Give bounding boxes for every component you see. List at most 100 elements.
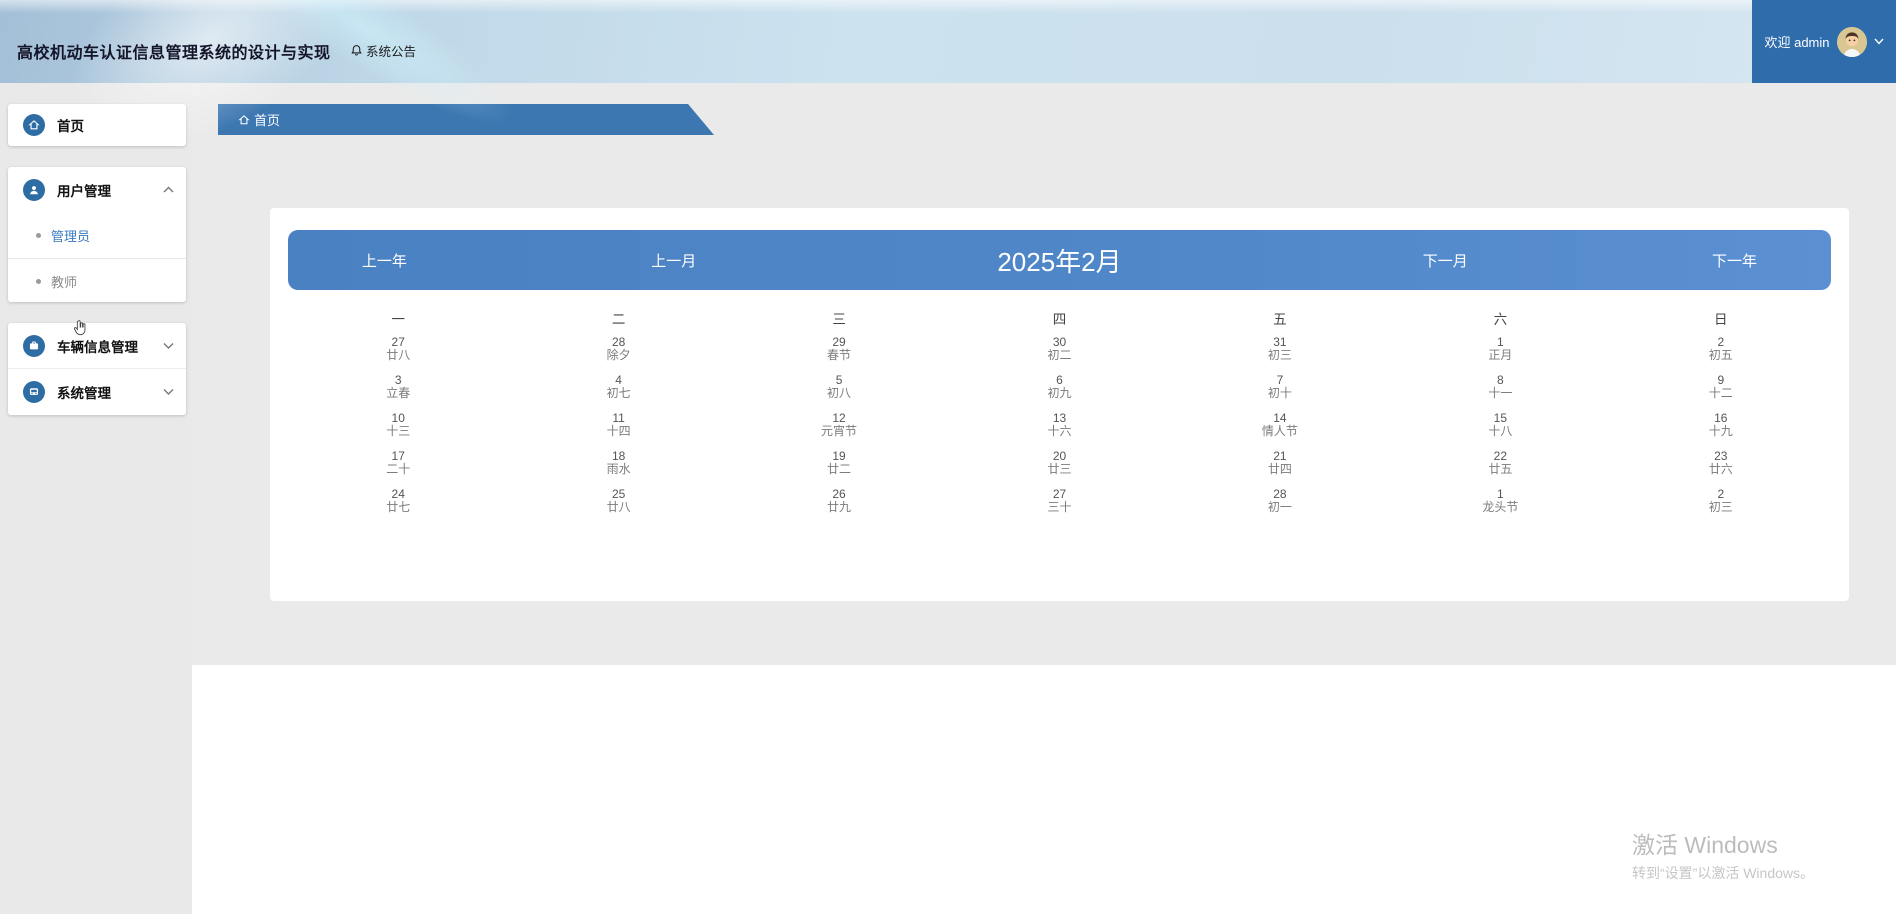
prev-year-button[interactable]: 上一年 [361, 252, 407, 270]
calendar-day-cell[interactable]: 12 元宵节 [729, 412, 949, 438]
lunar-label: 初九 [1047, 386, 1072, 400]
bullet-icon [36, 233, 41, 238]
calendar-day-cell[interactable]: 10 十三 [288, 412, 508, 438]
lunar-label: 廿七 [386, 500, 411, 514]
day-number: 2 [1717, 335, 1725, 349]
calendar-day-cell[interactable]: 14 情人节 [1170, 412, 1390, 438]
divider [8, 258, 186, 259]
calendar-week-row: 17 二十 18 雨水 19 廿二 20 廿三 21 廿四 22 廿五 23 廿六 [288, 450, 1831, 476]
system-icon [23, 381, 45, 403]
calendar-day-cell[interactable]: 5 初八 [729, 374, 949, 400]
prev-month-button[interactable]: 上一月 [651, 252, 697, 270]
day-number: 4 [615, 373, 622, 387]
sidebar-subitem-admin[interactable]: 管理员 [8, 219, 186, 252]
chevron-down-icon [163, 388, 174, 396]
breadcrumb[interactable]: 首页 [218, 104, 714, 135]
calendar-day-cell[interactable]: 8 十一 [1390, 374, 1610, 400]
day-number: 23 [1714, 449, 1728, 463]
calendar-day-cell[interactable]: 28 初一 [1170, 488, 1390, 514]
day-number: 30 [1052, 335, 1067, 349]
sidebar-item-home[interactable]: 首页 [8, 104, 186, 146]
sidebar-item-user-management[interactable]: 用户管理 [8, 167, 186, 213]
lunar-label: 情人节 [1261, 424, 1298, 438]
day-number: 24 [391, 487, 405, 501]
announcement-link[interactable]: 系统公告 [350, 41, 416, 60]
lunar-label: 元宵节 [821, 424, 858, 438]
calendar-day-cell[interactable]: 24 廿七 [288, 488, 508, 514]
day-number: 12 [832, 411, 846, 425]
sidebar-item-vehicle-management[interactable]: 车辆信息管理 [8, 323, 186, 369]
weekday-label: 四 [1052, 312, 1067, 327]
lunar-label: 十三 [386, 424, 411, 438]
sidebar-item-label: 首页 [57, 119, 84, 134]
lunar-label: 初二 [1047, 348, 1072, 362]
calendar-day-cell[interactable]: 9 十二 [1611, 374, 1831, 400]
lunar-label: 立春 [386, 386, 411, 400]
calendar-day-cell[interactable]: 27 廿八 [288, 336, 508, 362]
day-number: 9 [1717, 373, 1725, 387]
bullet-icon [36, 279, 41, 284]
calendar-day-cell[interactable]: 22 廿五 [1390, 450, 1610, 476]
lunar-label: 十九 [1708, 424, 1733, 438]
weekday-label: 日 [1714, 312, 1728, 327]
windows-activation-watermark: 激活 Windows 转到“设置”以激活 Windows。 [1632, 826, 1814, 883]
lunar-label: 春节 [827, 348, 852, 362]
calendar-day-cell[interactable]: 20 廿三 [949, 450, 1169, 476]
lunar-label: 雨水 [606, 462, 631, 476]
day-number: 26 [832, 487, 846, 501]
home-icon [23, 114, 45, 136]
day-number: 13 [1052, 411, 1067, 425]
user-menu[interactable]: 欢迎 admin [1752, 0, 1896, 83]
calendar-day-cell[interactable]: 1 龙头节 [1390, 488, 1610, 514]
calendar-day-cell[interactable]: 19 廿二 [729, 450, 949, 476]
calendar-day-cell[interactable]: 1 正月 [1390, 336, 1610, 362]
next-month-button[interactable]: 下一月 [1422, 252, 1468, 270]
announcement-label: 系统公告 [366, 45, 417, 59]
lunar-label: 廿三 [1047, 462, 1072, 476]
calendar-day-cell[interactable]: 3 立春 [288, 374, 508, 400]
day-number: 1 [1497, 335, 1504, 349]
calendar-day-cell[interactable]: 6 初九 [949, 374, 1169, 400]
weekday-label: 六 [1493, 312, 1508, 327]
header-glow-decoration [158, 0, 562, 175]
calendar-day-cell[interactable]: 7 初十 [1170, 374, 1390, 400]
calendar-day-cell[interactable]: 29 春节 [729, 336, 949, 362]
calendar-day-cell[interactable]: 2 初三 [1611, 488, 1831, 514]
lunar-label: 初三 [1267, 348, 1292, 362]
weekday-label: 二 [611, 312, 626, 327]
calendar-day-cell[interactable]: 16 十九 [1611, 412, 1831, 438]
day-number: 28 [611, 335, 626, 349]
lunar-label: 十四 [606, 424, 631, 438]
calendar-week-row: 27 廿八 28 除夕 29 春节 30 初二 31 初三 1 正月 2 初五 [288, 336, 1831, 362]
lunar-label: 初十 [1267, 386, 1292, 400]
calendar-day-cell[interactable]: 30 初二 [949, 336, 1169, 362]
calendar-day-cell[interactable]: 2 初五 [1611, 336, 1831, 362]
lunar-label: 廿五 [1488, 462, 1513, 476]
calendar-day-cell[interactable]: 13 十六 [949, 412, 1169, 438]
day-number: 28 [1273, 487, 1287, 501]
calendar-day-cell[interactable]: 17 二十 [288, 450, 508, 476]
chevron-up-icon [163, 186, 174, 194]
lunar-label: 十六 [1047, 424, 1072, 438]
avatar [1836, 26, 1867, 57]
sidebar-item-system-management[interactable]: 系统管理 [8, 369, 186, 415]
calendar-day-cell[interactable]: 28 除夕 [508, 336, 728, 362]
calendar-day-cell[interactable]: 23 廿六 [1611, 450, 1831, 476]
calendar-day-cell[interactable]: 27 三十 [949, 488, 1169, 514]
calendar-day-cell[interactable]: 25 廿八 [508, 488, 728, 514]
calendar-day-cell[interactable]: 31 初三 [1170, 336, 1390, 362]
calendar-day-cell[interactable]: 4 初七 [508, 374, 728, 400]
lunar-label: 廿二 [827, 462, 852, 476]
weekday-label: 三 [832, 312, 846, 327]
lunar-label: 廿八 [606, 500, 631, 514]
calendar-day-cell[interactable]: 21 廿四 [1170, 450, 1390, 476]
calendar-day-cell[interactable]: 26 廿九 [729, 488, 949, 514]
sidebar-subitem-teacher[interactable]: 教师 [8, 265, 186, 298]
calendar-day-cell[interactable]: 18 雨水 [508, 450, 728, 476]
day-number: 10 [391, 411, 405, 425]
calendar-day-cell[interactable]: 15 十八 [1390, 412, 1610, 438]
sidebar-item-label: 用户管理 [57, 184, 111, 199]
next-year-button[interactable]: 下一年 [1712, 252, 1758, 270]
calendar-day-cell[interactable]: 11 十四 [508, 412, 728, 438]
lunar-label: 十二 [1708, 386, 1733, 400]
